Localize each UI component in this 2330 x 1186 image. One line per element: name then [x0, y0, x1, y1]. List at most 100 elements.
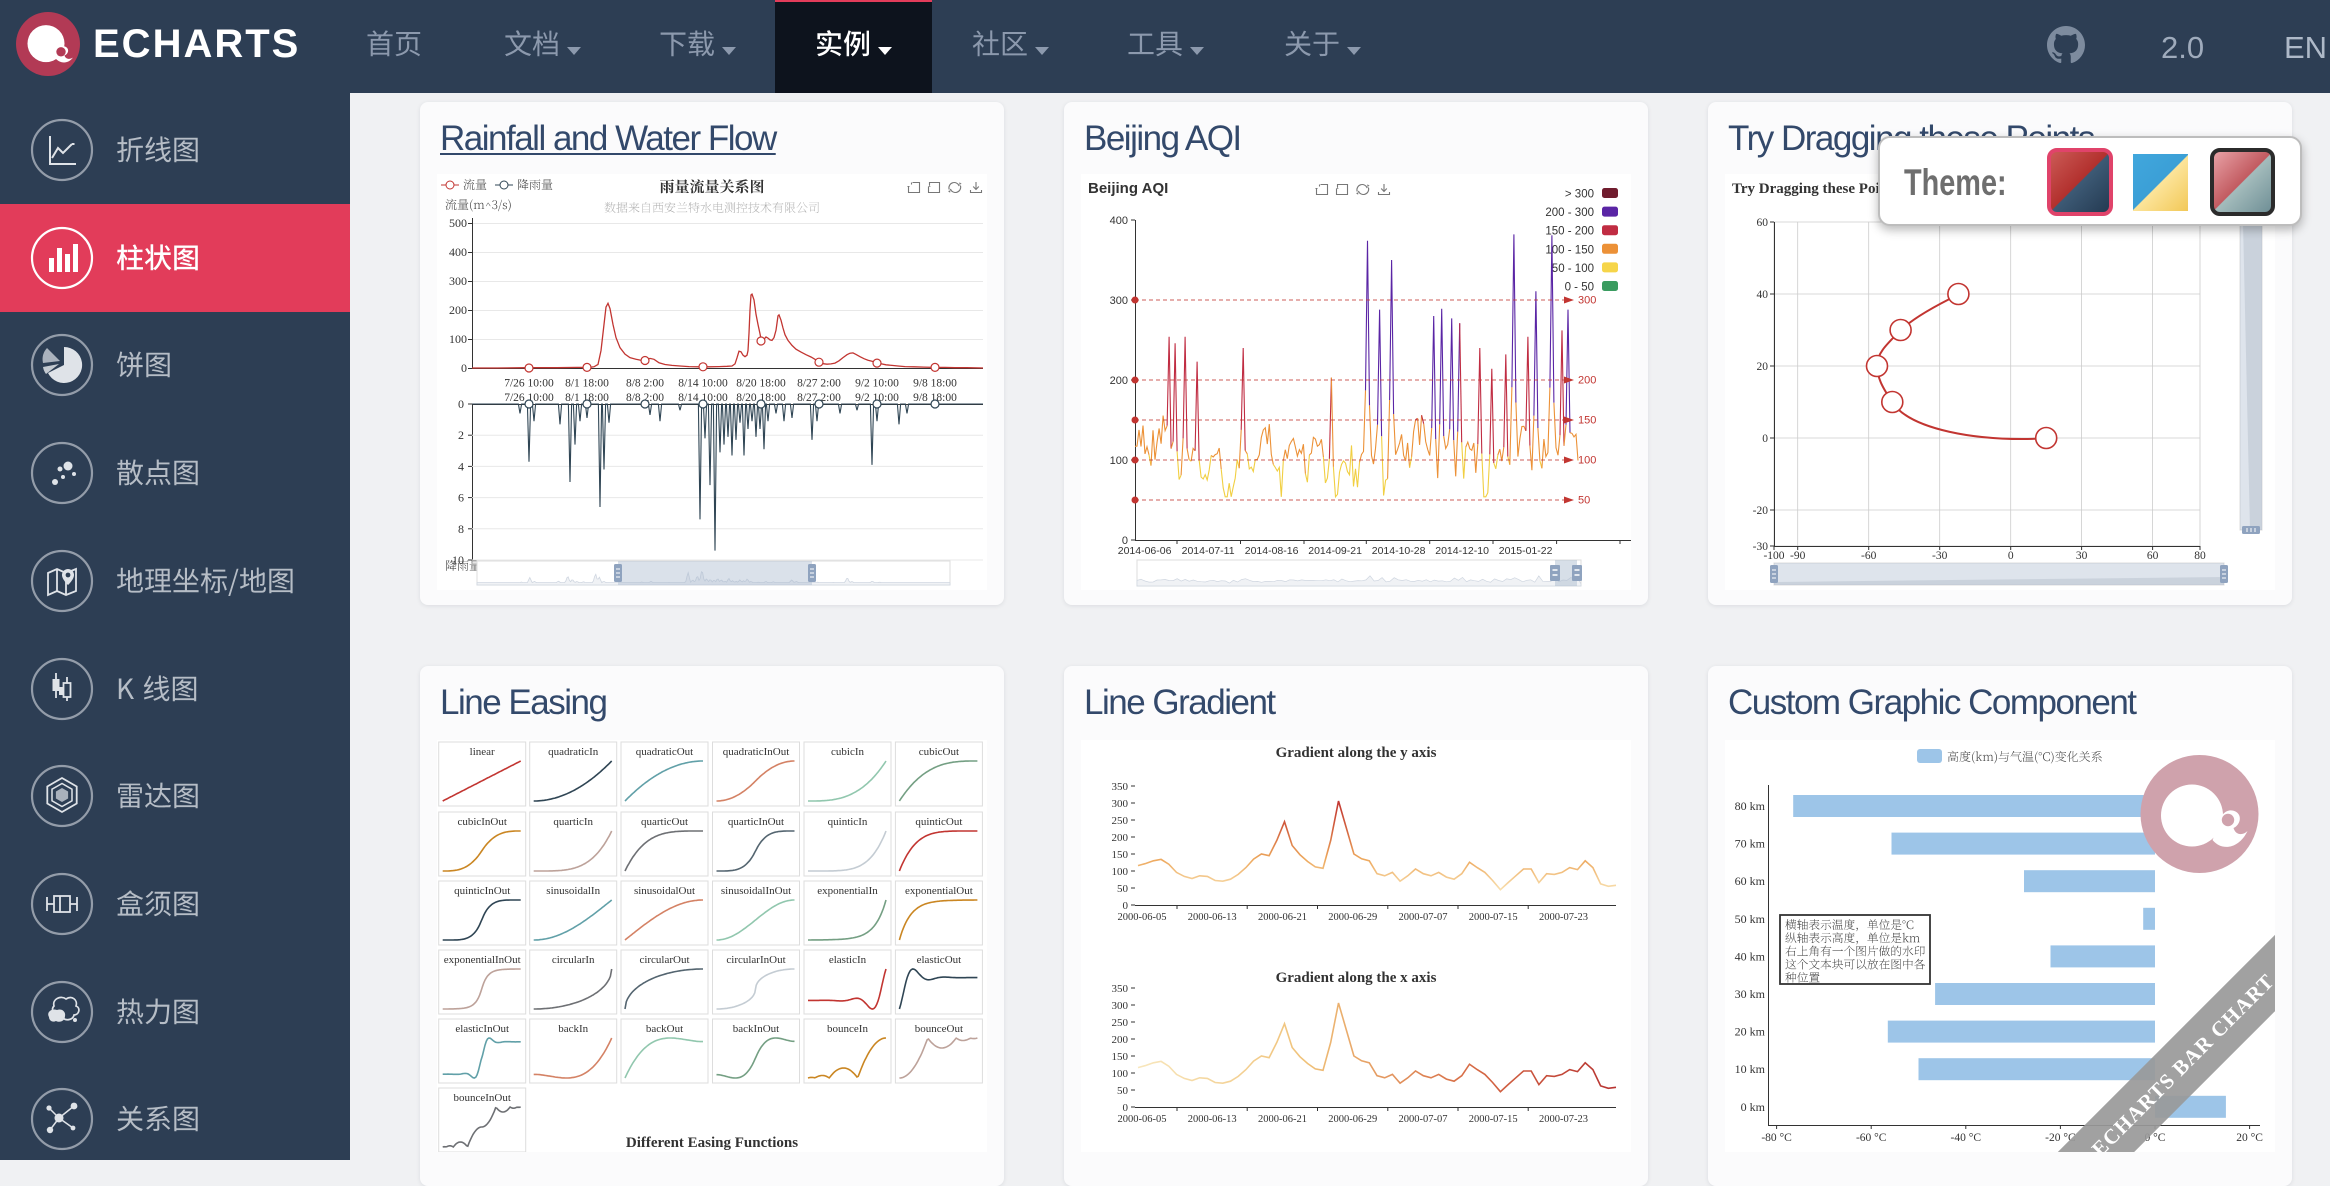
svg-text:-40 °C: -40 °C [1951, 1132, 1982, 1144]
svg-text:sinusoidalOut: sinusoidalOut [634, 885, 695, 897]
svg-text:150: 150 [1578, 415, 1596, 427]
svg-text:400: 400 [449, 245, 467, 259]
svg-text:2000-07-23: 2000-07-23 [1539, 1114, 1588, 1125]
svg-text:0: 0 [1762, 433, 1768, 445]
svg-text:Different Easing Functions: Different Easing Functions [626, 1135, 798, 1151]
svg-text:300: 300 [449, 274, 467, 288]
svg-text:200 - 300: 200 - 300 [1545, 207, 1594, 219]
svg-text:cubicInOut: cubicInOut [457, 816, 506, 828]
svg-text:elasticOut: elasticOut [917, 954, 962, 966]
svg-text:6: 6 [458, 491, 464, 505]
svg-text:350: 350 [1112, 781, 1129, 793]
svg-text:8/27 2:00: 8/27 2:00 [797, 392, 841, 404]
svg-text:60: 60 [2147, 550, 2159, 562]
svg-text:9/8 18:00: 9/8 18:00 [913, 378, 957, 390]
svg-text:2014-09-21: 2014-09-21 [1308, 545, 1362, 557]
svg-text:2000-06-13: 2000-06-13 [1188, 1114, 1237, 1125]
svg-text:10 km: 10 km [1735, 1062, 1766, 1076]
svg-text:-100: -100 [1763, 550, 1784, 562]
svg-text:100: 100 [449, 332, 467, 346]
svg-text:quadraticIn: quadraticIn [548, 746, 599, 758]
svg-text:300: 300 [1110, 295, 1128, 307]
svg-text:8/1 18:00: 8/1 18:00 [565, 378, 609, 390]
svg-text:300: 300 [1112, 1000, 1129, 1012]
svg-text:2000-06-29: 2000-06-29 [1328, 1114, 1377, 1125]
svg-text:7/26 10:00: 7/26 10:00 [504, 378, 554, 390]
svg-text:150: 150 [1112, 1051, 1129, 1063]
svg-text:2000-07-07: 2000-07-07 [1399, 912, 1448, 923]
svg-text:-20: -20 [1753, 505, 1769, 517]
svg-text:200: 200 [1112, 832, 1129, 844]
svg-text:circularInOut: circularInOut [726, 954, 785, 966]
svg-text:2014-06-06: 2014-06-06 [1118, 545, 1172, 557]
svg-text:quinticOut: quinticOut [915, 816, 962, 828]
svg-text:2000-06-13: 2000-06-13 [1188, 912, 1237, 923]
svg-text:-60 °C: -60 °C [1856, 1132, 1887, 1144]
svg-text:8: 8 [458, 522, 464, 536]
svg-text:80: 80 [2194, 550, 2206, 562]
svg-text:300: 300 [1578, 295, 1596, 307]
svg-text:400: 400 [1110, 215, 1128, 227]
svg-text:150: 150 [1112, 849, 1129, 861]
svg-text:sinusoidalIn: sinusoidalIn [546, 885, 600, 897]
svg-text:Beijing AQI: Beijing AQI [1088, 180, 1168, 197]
svg-text:200: 200 [449, 303, 467, 317]
svg-text:-30: -30 [1753, 541, 1769, 553]
svg-text:cubicIn: cubicIn [831, 746, 864, 758]
svg-text:350: 350 [1112, 983, 1129, 995]
svg-text:8/20 18:00: 8/20 18:00 [736, 378, 786, 390]
svg-text:bounceOut: bounceOut [915, 1023, 963, 1035]
svg-text:9/2 10:00: 9/2 10:00 [855, 392, 899, 404]
svg-text:50: 50 [1117, 1085, 1129, 1097]
svg-text:100: 100 [1110, 455, 1128, 467]
svg-text:-80 °C: -80 °C [1761, 1132, 1792, 1144]
svg-text:50: 50 [1117, 883, 1129, 895]
svg-text:40 km: 40 km [1735, 949, 1766, 963]
svg-text:0: 0 [1123, 900, 1129, 912]
svg-text:50 km: 50 km [1735, 912, 1766, 926]
svg-text:100: 100 [1578, 455, 1596, 467]
svg-text:quinticIn: quinticIn [828, 816, 868, 828]
svg-text:40: 40 [1757, 289, 1769, 301]
svg-text:50: 50 [1578, 495, 1590, 507]
svg-text:circularIn: circularIn [552, 954, 595, 966]
svg-text:4: 4 [458, 459, 464, 473]
svg-text:2000-06-21: 2000-06-21 [1258, 1114, 1307, 1125]
svg-text:2014-12-10: 2014-12-10 [1435, 545, 1489, 557]
svg-text:100 - 150: 100 - 150 [1545, 244, 1594, 256]
svg-text:quarticIn: quarticIn [553, 816, 593, 828]
svg-text:quarticInOut: quarticInOut [728, 816, 784, 828]
svg-text:0 km: 0 km [1741, 1100, 1766, 1114]
svg-text:exponentialOut: exponentialOut [905, 885, 973, 897]
svg-text:Gradient along the x axis: Gradient along the x axis [1276, 970, 1437, 986]
svg-text:10: 10 [452, 553, 464, 567]
svg-text:Try Dragging these Points: Try Dragging these Points [1732, 181, 1899, 197]
svg-text:8/14 10:00: 8/14 10:00 [678, 378, 728, 390]
svg-text:8/27 2:00: 8/27 2:00 [797, 378, 841, 390]
svg-text:-90: -90 [1790, 550, 1806, 562]
svg-text:500: 500 [449, 216, 467, 230]
svg-text:80 km: 80 km [1735, 799, 1766, 813]
svg-text:20 °C: 20 °C [2236, 1132, 2263, 1144]
svg-text:100: 100 [1112, 866, 1129, 878]
svg-text:30 km: 30 km [1735, 987, 1766, 1001]
svg-text:60: 60 [1757, 217, 1769, 229]
svg-text:2014-08-16: 2014-08-16 [1245, 545, 1299, 557]
svg-text:9/2 10:00: 9/2 10:00 [855, 378, 899, 390]
svg-text:8/8 2:00: 8/8 2:00 [626, 392, 664, 404]
svg-text:2000-06-05: 2000-06-05 [1118, 912, 1167, 923]
svg-text:2000-07-15: 2000-07-15 [1469, 912, 1518, 923]
svg-text:0: 0 [1122, 535, 1128, 547]
svg-text:sinusoidalInOut: sinusoidalInOut [721, 885, 791, 897]
svg-text:0: 0 [458, 397, 464, 411]
svg-text:elasticInOut: elasticInOut [455, 1023, 509, 1035]
svg-text:quarticOut: quarticOut [641, 816, 688, 828]
svg-text:250: 250 [1112, 815, 1129, 827]
svg-text:20: 20 [1757, 361, 1769, 373]
svg-text:quadraticOut: quadraticOut [636, 746, 693, 758]
svg-text:250: 250 [1112, 1017, 1129, 1029]
svg-text:2: 2 [458, 428, 464, 442]
svg-text:bounceInOut: bounceInOut [453, 1092, 510, 1104]
svg-text:2000-07-23: 2000-07-23 [1539, 912, 1588, 923]
svg-text:-60: -60 [1861, 550, 1877, 562]
